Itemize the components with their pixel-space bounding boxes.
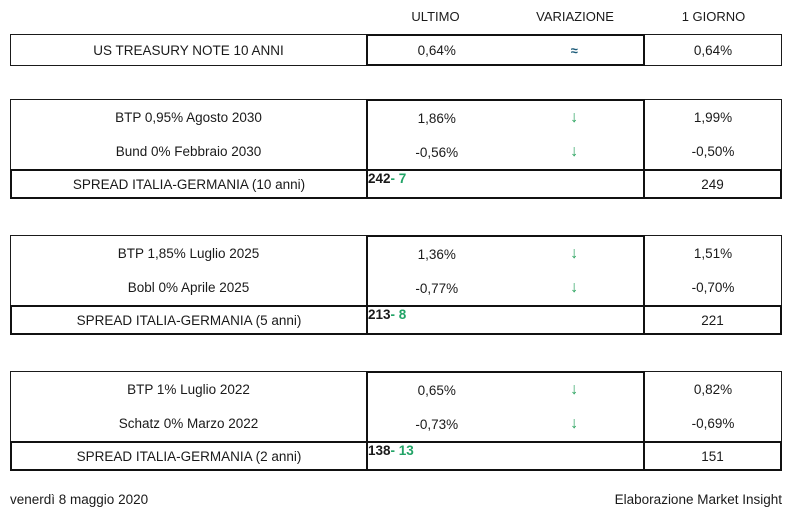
spread-variation-value: - 13: [390, 443, 414, 458]
table-column-headers: ULTIMO VARIAZIONE 1 GIORNO: [10, 8, 782, 25]
spread-row: SPREAD ITALIA-GERMANIA (5 anni) 213 - 8 …: [10, 305, 782, 335]
bond-value-row: 1,36% ↓: [368, 237, 643, 271]
bond-label: Bobl 0% Aprile 2025: [127, 280, 250, 296]
bond-value-row: -0,77% ↓: [368, 271, 643, 305]
bond-giorno-value: -0,69%: [691, 416, 735, 432]
section-5-anni: BTP 1,85% Luglio 2025 Bobl 0% Aprile 202…: [10, 235, 782, 335]
spread-label: SPREAD ITALIA-GERMANIA (5 anni): [10, 305, 366, 335]
bond-ultimo-value: 1,86%: [417, 110, 456, 126]
bond-label: BTP 1,85% Luglio 2025: [117, 245, 260, 261]
bond-value-row: -0,56% ↓: [368, 135, 643, 169]
spread-label: SPREAD ITALIA-GERMANIA (2 anni): [10, 441, 366, 471]
spread-ultimo-value: 138: [368, 443, 391, 458]
bond-giorno-column: 1,51% -0,70%: [645, 235, 782, 305]
bond-variation-cell: ↓: [506, 101, 644, 135]
bond-ultimo-value: -0,73%: [415, 416, 459, 432]
down-arrow-icon: ↓: [570, 415, 579, 432]
source-attribution: Elaborazione Market Insight: [614, 492, 782, 507]
treasury-variation-cell: ≈: [506, 36, 644, 64]
spread-giorno-value: 151: [645, 441, 782, 471]
spread-variation-value: - 7: [390, 171, 407, 186]
header-spacer: [10, 8, 366, 25]
bond-value-row: -0,73% ↓: [368, 407, 643, 441]
spread-ultimo-value: 242: [368, 171, 391, 186]
bond-labels-column: BTP 0,95% Agosto 2030 Bund 0% Febbraio 2…: [10, 99, 366, 169]
bond-label: Schatz 0% Marzo 2022: [118, 416, 259, 432]
column-header-giorno: 1 GIORNO: [681, 9, 746, 24]
treasury-ultimo-value: 0,64%: [417, 42, 456, 58]
treasury-values-box: 0,64% ≈: [366, 34, 645, 66]
bond-giorno-column: 0,82% -0,69%: [645, 371, 782, 441]
section-2-anni: BTP 1% Luglio 2022 Schatz 0% Marzo 2022 …: [10, 371, 782, 471]
bond-giorno-value: -0,50%: [691, 144, 735, 160]
bond-rows-block: BTP 0,95% Agosto 2030 Bund 0% Febbraio 2…: [10, 99, 782, 169]
column-header-variazione: VARIAZIONE: [536, 9, 614, 24]
down-arrow-icon: ↓: [570, 109, 579, 126]
spread-ultimo-value: 213: [368, 307, 391, 322]
column-header-ultimo: ULTIMO: [411, 9, 460, 24]
bond-giorno-value: 1,51%: [693, 245, 733, 261]
down-arrow-icon: ↓: [570, 143, 579, 160]
report-date: venerdì 8 maggio 2020: [10, 492, 149, 507]
treasury-label: US TREASURY NOTE 10 ANNI: [10, 34, 366, 66]
bond-ultimo-value: -0,56%: [415, 144, 459, 160]
bond-values-box: 1,86% ↓ -0,56% ↓: [366, 99, 645, 169]
approx-equal-icon: ≈: [570, 42, 578, 58]
spread-giorno-value: 221: [645, 305, 782, 335]
down-arrow-icon: ↓: [570, 245, 579, 262]
bond-variation-cell: ↓: [506, 237, 644, 271]
spread-variation-value: - 8: [390, 307, 407, 322]
treasury-giorno-value: 0,64%: [645, 34, 782, 66]
bond-values-box: 0,65% ↓ -0,73% ↓: [366, 371, 645, 441]
bond-rows-block: BTP 1,85% Luglio 2025 Bobl 0% Aprile 202…: [10, 235, 782, 305]
bond-variation-cell: ↓: [506, 407, 644, 441]
bond-label: BTP 0,95% Agosto 2030: [115, 109, 262, 125]
bond-labels-column: BTP 1% Luglio 2022 Schatz 0% Marzo 2022: [10, 371, 366, 441]
spread-giorno-value: 249: [645, 169, 782, 199]
bond-variation-cell: ↓: [506, 135, 644, 169]
bond-variation-cell: ↓: [506, 271, 644, 305]
down-arrow-icon: ↓: [570, 381, 579, 398]
bond-giorno-value: -0,70%: [691, 280, 735, 296]
spread-row: SPREAD ITALIA-GERMANIA (2 anni) 138 - 13…: [10, 441, 782, 471]
section-10-anni: BTP 0,95% Agosto 2030 Bund 0% Febbraio 2…: [10, 99, 782, 199]
bond-label: BTP 1% Luglio 2022: [127, 381, 250, 397]
treasury-row: US TREASURY NOTE 10 ANNI 0,64% ≈ 0,64%: [10, 34, 782, 66]
bond-giorno-value: 0,82%: [693, 381, 733, 397]
bond-value-row: 0,65% ↓: [368, 373, 643, 407]
spread-label: SPREAD ITALIA-GERMANIA (10 anni): [10, 169, 366, 199]
spread-row: SPREAD ITALIA-GERMANIA (10 anni) 242 - 7…: [10, 169, 782, 199]
bond-variation-cell: ↓: [506, 373, 644, 407]
spread-values-box: 138 - 13: [366, 441, 645, 471]
bond-labels-column: BTP 1,85% Luglio 2025 Bobl 0% Aprile 202…: [10, 235, 366, 305]
bond-giorno-column: 1,99% -0,50%: [645, 99, 782, 169]
footer: venerdì 8 maggio 2020 Elaborazione Marke…: [10, 492, 782, 507]
spread-values-box: 242 - 7: [366, 169, 645, 199]
spread-values-box: 213 - 8: [366, 305, 645, 335]
bond-rows-block: BTP 1% Luglio 2022 Schatz 0% Marzo 2022 …: [10, 371, 782, 441]
bond-ultimo-value: 1,36%: [417, 246, 456, 262]
bond-values-box: 1,36% ↓ -0,77% ↓: [366, 235, 645, 305]
bond-value-row: 1,86% ↓: [368, 101, 643, 135]
bond-giorno-value: 1,99%: [693, 109, 733, 125]
bond-ultimo-value: -0,77%: [415, 280, 459, 296]
down-arrow-icon: ↓: [570, 279, 579, 296]
bond-label: Bund 0% Febbraio 2030: [115, 144, 262, 160]
bond-ultimo-value: 0,65%: [417, 382, 456, 398]
